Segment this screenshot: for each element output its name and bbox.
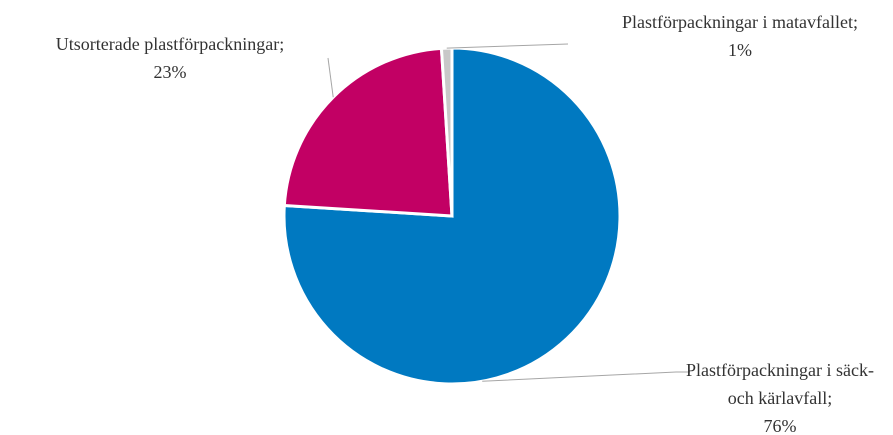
label-separator: ; <box>852 12 858 32</box>
category-name: Utsorterade plastförpackningar <box>55 34 280 54</box>
leader-line <box>327 57 334 98</box>
category-name: Plastförpackningar i matavfallet <box>622 12 853 32</box>
data-label: Plastförpackningar i matavfallet; 1% <box>560 8 893 64</box>
label-separator: ; <box>279 34 285 54</box>
value-label: 76% <box>763 416 797 435</box>
value-label: 23% <box>153 62 187 82</box>
pie-slice <box>282 46 622 386</box>
data-label: Utsorterade plastförpackningar; 23% <box>0 30 340 86</box>
value-label: 1% <box>728 40 752 60</box>
category-name: Plastförpackningar i säck- och kärlavfal… <box>686 360 874 408</box>
label-separator: ; <box>827 388 833 408</box>
leader-line <box>446 43 569 49</box>
data-label: Plastförpackningar i säck- och kärlavfal… <box>680 356 880 435</box>
pie-slice <box>282 46 454 218</box>
leader-line <box>482 371 690 382</box>
